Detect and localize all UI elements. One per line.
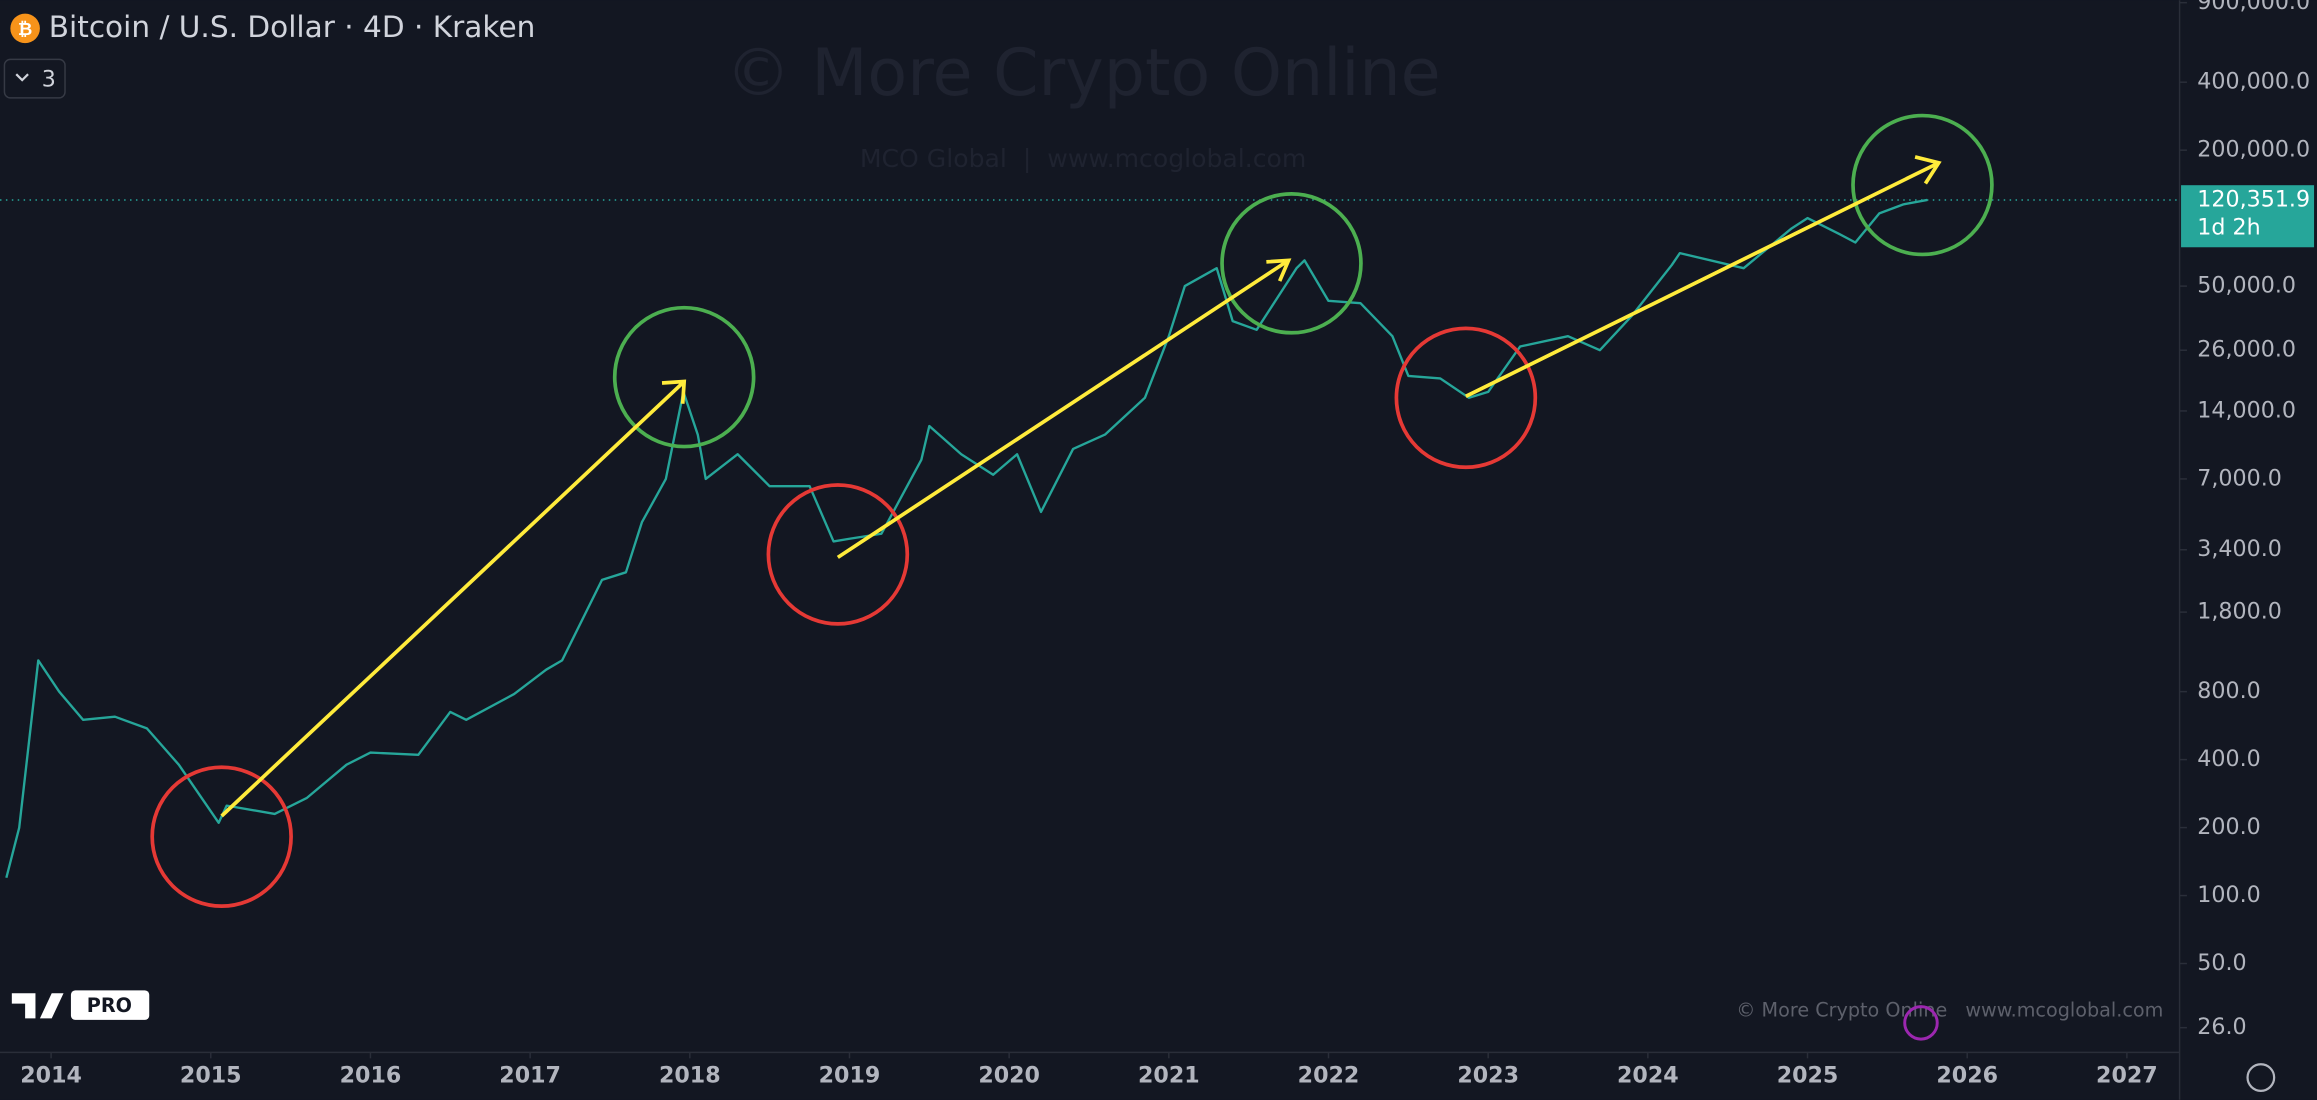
last-price-badge <box>2181 185 2315 248</box>
x-tick-label: 2014 <box>20 1063 82 1089</box>
arrow <box>220 379 687 818</box>
y-tick-label: 26,000.0 <box>2197 337 2296 363</box>
credit: © More Crypto Online <box>1736 999 1947 1022</box>
tv-logo: PRO <box>11 990 150 1020</box>
x-tick-label: 2022 <box>1298 1063 1360 1089</box>
x-tick-label: 2017 <box>499 1063 561 1089</box>
annotations <box>150 113 1994 908</box>
chevron <box>15 73 29 82</box>
y-tick-label: 800.0 <box>2197 678 2260 704</box>
chart-title: Bitcoin / U.S. Dollar · 4D · Kraken <box>49 10 536 44</box>
y-tick-label: 1,800.0 <box>2197 599 2282 625</box>
logo-mark <box>11 993 64 1019</box>
y-tick-label: 3,400.0 <box>2197 536 2282 562</box>
last-price-label: 120,351.9 <box>2197 186 2310 212</box>
top-circle <box>1851 113 1994 257</box>
x-tick-label: 2025 <box>1777 1063 1839 1089</box>
x-tick-label: 2026 <box>1936 1063 1998 1089</box>
y-tick-label: 200.0 <box>2197 814 2260 840</box>
indicator-count: 3 <box>42 67 56 93</box>
bitcoin-glyph: ₿ <box>18 20 32 40</box>
alert-icon[interactable] <box>1903 1005 1939 1041</box>
x-tick-label: 2016 <box>340 1063 402 1089</box>
y-tick-label: 200,000.0 <box>2197 137 2310 163</box>
bitcoin-icon <box>10 13 40 44</box>
arrow <box>1465 155 1942 398</box>
price-line <box>5 198 1928 879</box>
logo-badge <box>70 990 150 1020</box>
x-tick-label: 2019 <box>819 1063 881 1089</box>
logo-text: PRO <box>87 994 132 1017</box>
x-tick-label: 2020 <box>978 1063 1040 1089</box>
y-tick-label: 7,000.0 <box>2197 465 2282 491</box>
bottom-circle <box>150 765 293 908</box>
settings-icon[interactable] <box>2246 1063 2276 1092</box>
y-tick-label: 50.0 <box>2197 950 2246 976</box>
bottom-circle <box>766 483 910 626</box>
site: www.mcoglobal.com <box>1965 999 2163 1022</box>
x-tick-label: 2024 <box>1617 1063 1679 1089</box>
y-tick-label: 400,000.0 <box>2197 69 2310 95</box>
countdown-label: 1d 2h <box>2197 215 2260 241</box>
y-tick-label: 50,000.0 <box>2197 273 2296 299</box>
indicator-box[interactable] <box>3 58 66 99</box>
watermark-sub: MCO Global | www.mcoglobal.com <box>860 144 1307 173</box>
y-tick-label: 400.0 <box>2197 746 2260 772</box>
arrows <box>220 155 1942 818</box>
x-tick-label: 2021 <box>1138 1063 1200 1089</box>
x-tick-label: 2027 <box>2096 1063 2158 1089</box>
y-tick-label: 26.0 <box>2197 1014 2246 1040</box>
top-circle <box>1220 192 1363 335</box>
top-circle <box>612 305 756 449</box>
symbol-icon: ₿ <box>10 13 40 44</box>
bottom-circle <box>1394 326 1538 470</box>
plot <box>0 198 2180 879</box>
x-tick-label: 2023 <box>1457 1063 1519 1089</box>
watermark: © More Crypto Online <box>726 36 1441 111</box>
y-tick-label: 100.0 <box>2197 882 2260 908</box>
arrow <box>836 258 1292 559</box>
x-tick-label: 2018 <box>659 1063 721 1089</box>
y-tick-label: 14,000.0 <box>2197 397 2296 423</box>
y-tick-label: 900,000.0 <box>2197 0 2310 15</box>
indicator-toggle[interactable]: 3 <box>3 58 66 99</box>
x-tick-label: 2015 <box>180 1063 242 1089</box>
